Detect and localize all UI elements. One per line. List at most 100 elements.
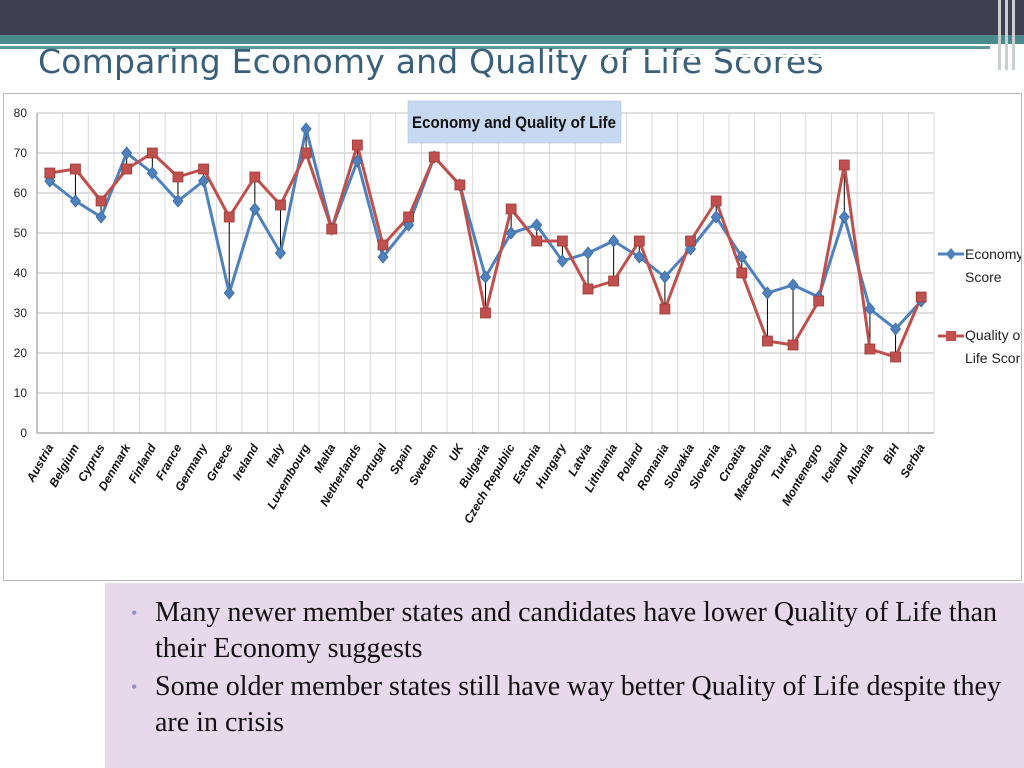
economy-point	[890, 322, 902, 336]
economy-point	[198, 174, 210, 188]
quality-point	[146, 147, 158, 159]
quality-point	[44, 167, 56, 179]
decorative-stripe	[1012, 0, 1015, 70]
economy-point	[787, 278, 799, 292]
economy-point	[582, 246, 594, 260]
quality-point	[480, 307, 491, 319]
quality-point	[582, 283, 594, 295]
title-underline	[608, 55, 948, 57]
economy-point	[351, 154, 363, 168]
quality-point	[198, 163, 209, 175]
bullet-marker-icon: •	[131, 677, 138, 697]
y-tick-label: 40	[14, 266, 28, 280]
y-tick-label: 10	[14, 386, 28, 400]
economy-point	[69, 194, 81, 208]
quality-point	[300, 147, 312, 159]
x-tick-label: BiH	[880, 441, 903, 466]
y-tick-label: 0	[20, 426, 27, 440]
quality-point	[121, 163, 133, 175]
economy-point	[838, 210, 850, 224]
quality-point	[659, 303, 671, 315]
accent-bar	[0, 35, 1024, 44]
x-tick-label: UK	[446, 440, 467, 463]
x-tick-label: Serbia	[897, 441, 928, 480]
quality-point	[403, 211, 415, 223]
bullet-marker-icon: •	[131, 603, 138, 623]
quality-point	[685, 235, 696, 247]
chart-frame: 0 10 20 30 40 50 60 70 80 Austria Belgium Cyprus Den…	[3, 93, 1022, 581]
y-tick-label: 60	[14, 186, 28, 200]
quality-point	[505, 203, 517, 215]
x-tick-label: Italy	[263, 440, 288, 469]
quality-point	[890, 351, 901, 363]
quality-point	[736, 267, 748, 279]
quality-point	[531, 235, 543, 247]
economy-point	[761, 286, 773, 300]
economy-point	[531, 218, 543, 232]
quality-point	[249, 171, 261, 183]
legend-label-economy: Economy Score	[965, 246, 1021, 285]
quality-point	[633, 235, 645, 247]
bullet-text: Many newer member states and candidates …	[155, 597, 998, 664]
accent-thin-line	[0, 46, 990, 49]
bullet-list: • Many newer member states and candidate…	[129, 595, 1010, 741]
decorative-stripe	[1005, 0, 1008, 70]
economy-point	[556, 254, 568, 268]
economy-point	[864, 302, 876, 316]
economy-point	[274, 246, 286, 260]
legend-marker-quality	[946, 331, 956, 341]
chart-title-box	[407, 100, 622, 144]
top-title-bar	[0, 0, 1024, 35]
quality-point	[710, 195, 722, 207]
chart-title: Economy and Quality of Life	[412, 113, 616, 132]
economy-point	[659, 270, 671, 284]
economy-point	[633, 250, 645, 264]
economy-point	[172, 194, 184, 208]
quality-point	[326, 223, 338, 235]
quality-point	[762, 335, 773, 347]
bullet-text: Some older member states still have way …	[155, 671, 1001, 738]
y-tick-label: 80	[14, 106, 28, 120]
decorative-stripe	[998, 0, 1001, 70]
y-tick-label: 50	[14, 226, 28, 240]
economy-point	[608, 234, 620, 248]
x-tick-label: Ireland	[230, 441, 262, 483]
quality-point	[70, 163, 81, 175]
quality-point	[172, 171, 184, 183]
quality-point	[838, 159, 850, 171]
quality-point	[556, 235, 568, 247]
economy-point	[710, 210, 722, 224]
economy-point	[249, 202, 261, 216]
economy-point	[479, 270, 492, 284]
economy-point	[95, 210, 107, 224]
y-tick-label: 20	[14, 346, 28, 360]
quality-point	[864, 343, 876, 355]
quality-point	[377, 239, 389, 251]
economy-point	[121, 146, 133, 160]
quality-point	[608, 275, 620, 287]
line-chart: 01020304050607080AustriaBelgiumCyprusDen…	[14, 100, 1021, 526]
quality-point	[223, 211, 235, 223]
drop-lines	[49, 129, 922, 357]
economy-point	[300, 122, 312, 136]
quality-point	[95, 195, 107, 207]
quality-point	[787, 339, 799, 351]
legend-marker-economy	[946, 248, 956, 260]
quality-point	[454, 179, 466, 191]
bullet-panel: • Many newer member states and candidate…	[105, 583, 1024, 768]
bullet-item: • Many newer member states and candidate…	[129, 595, 1010, 667]
quality-point	[351, 139, 363, 151]
economy-point	[736, 250, 748, 264]
economy-point	[505, 226, 517, 240]
slide-title: Comparing Economy and Quality of Life Sc…	[38, 42, 824, 81]
economy-point	[146, 166, 158, 180]
economy-point	[223, 286, 235, 300]
bullet-item: • Some older member states still have wa…	[129, 669, 1010, 741]
y-tick-label: 70	[14, 146, 28, 160]
quality-point	[275, 199, 286, 211]
series-markers	[44, 139, 927, 363]
quality-point	[428, 151, 440, 163]
quality-point	[915, 291, 927, 303]
